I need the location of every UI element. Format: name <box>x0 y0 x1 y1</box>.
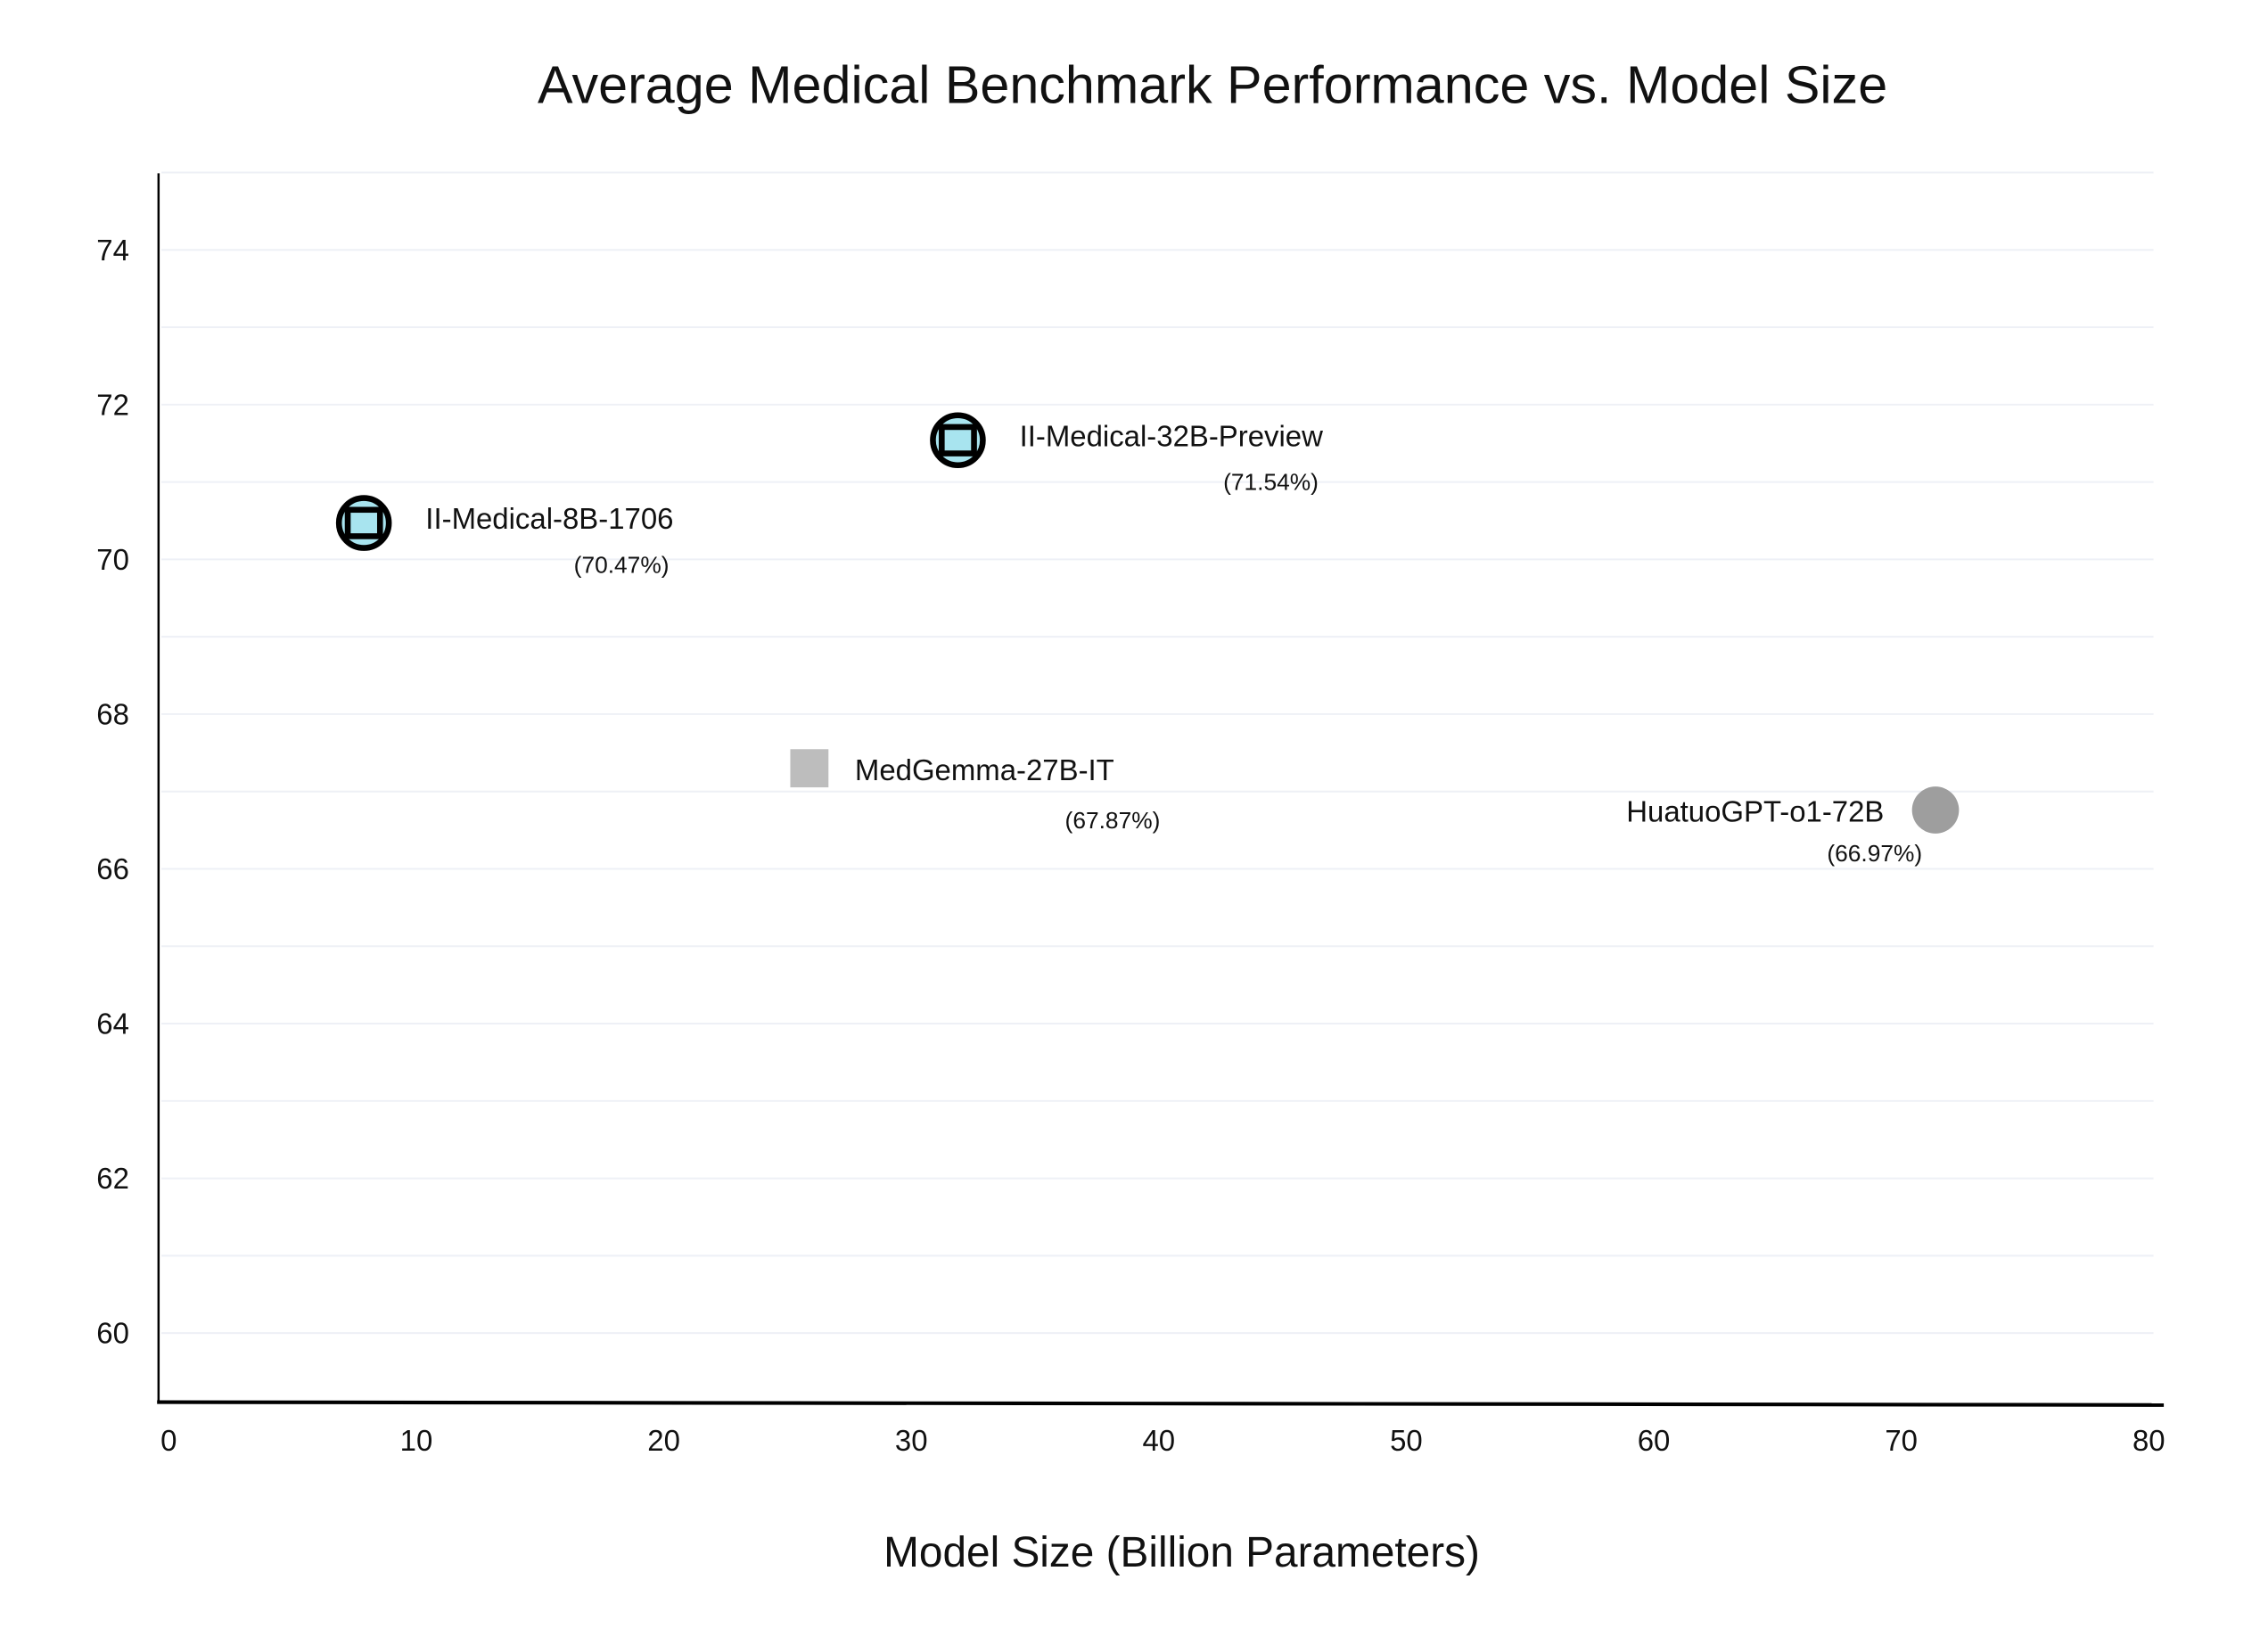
marker-square <box>790 749 829 788</box>
point-value-label: (67.87%) <box>1065 807 1161 834</box>
y-tick-label: 72 <box>96 388 129 421</box>
y-tick-label: 60 <box>96 1317 129 1350</box>
point-value-label: (71.54%) <box>1223 469 1319 496</box>
x-axis-label: Model Size (Billion Parameters) <box>883 1529 1480 1576</box>
y-tick-label: 62 <box>96 1162 129 1195</box>
y-tick-label: 70 <box>96 543 129 576</box>
x-tick-label: 30 <box>895 1424 928 1457</box>
data-point: II-Medical-8B-1706 (70.47%) <box>335 495 673 579</box>
marker-circle <box>1911 786 1960 834</box>
x-tick-label: 10 <box>400 1424 433 1457</box>
y-tick-label: 64 <box>96 1008 129 1041</box>
data-point: II-Medical-32B-Preview (71.54%) <box>930 412 1324 496</box>
y-tick-label: 66 <box>96 852 129 885</box>
x-tick-label: 0 <box>160 1424 177 1457</box>
x-tick-label: 40 <box>1143 1424 1176 1457</box>
x-tick-label: 70 <box>1885 1424 1918 1457</box>
point-value-label: (66.97%) <box>1827 840 1922 867</box>
data-point: MedGemma-27B-IT (67.87%) <box>790 749 1160 834</box>
point-value-label: (70.47%) <box>574 552 670 579</box>
data-point: HuatuoGPT-o1-72B (66.97%) <box>1626 786 1960 867</box>
x-tick-label: 60 <box>1638 1424 1671 1457</box>
point-label: II-Medical-8B-1706 <box>425 502 673 535</box>
point-label: II-Medical-32B-Preview <box>1020 419 1324 452</box>
chart-title: Average Medical Benchmark Performance vs… <box>538 54 1887 114</box>
x-tick-label: 80 <box>2132 1424 2165 1457</box>
y-tick-label: 68 <box>96 697 129 730</box>
marker-inner-square <box>344 506 383 539</box>
point-label: MedGemma-27B-IT <box>855 753 1114 786</box>
point-label: HuatuoGPT-o1-72B <box>1626 795 1884 828</box>
x-tick-label: 50 <box>1390 1424 1423 1457</box>
marker-inner-square <box>939 424 977 457</box>
y-tick-label: 74 <box>96 234 129 267</box>
x-tick-label: 20 <box>647 1424 680 1457</box>
x-axis <box>157 1400 2165 1407</box>
